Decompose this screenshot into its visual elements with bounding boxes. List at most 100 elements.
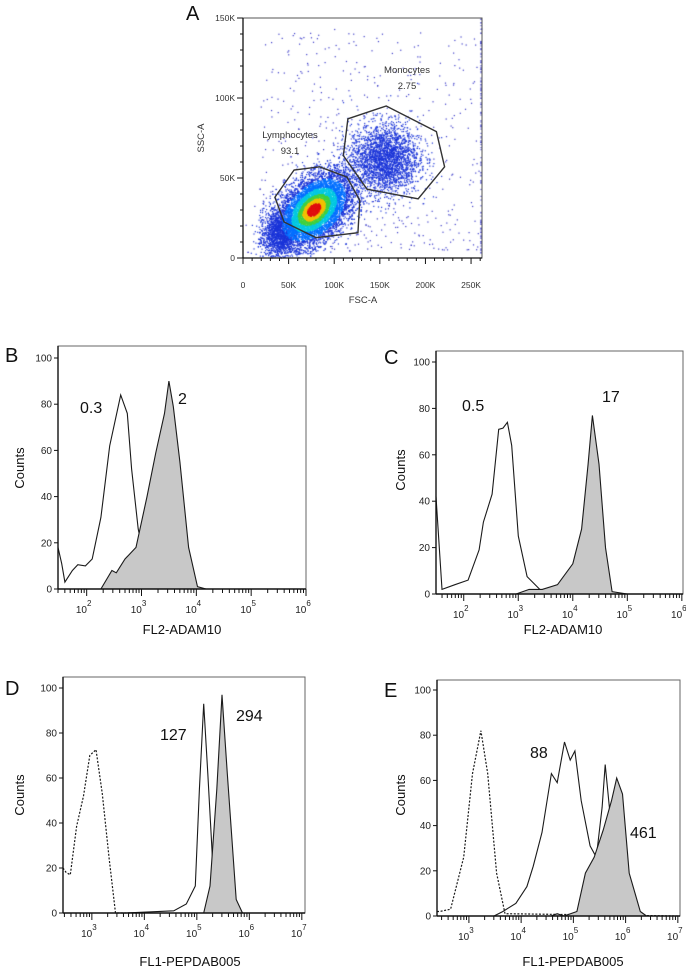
x-tick-label: 104 xyxy=(134,923,150,940)
plot-frame xyxy=(436,679,681,917)
y-axis-label-c: Counts xyxy=(393,449,408,491)
histogram-open-0.5 xyxy=(435,420,545,595)
y-tick-label: 100 xyxy=(414,686,431,697)
y-tick-label: 60 xyxy=(420,776,432,787)
y-tick-label: 80 xyxy=(41,400,53,411)
x-tick-label: 106 xyxy=(239,923,255,940)
y-tick-label: 100 xyxy=(413,358,430,369)
x-axis-label-b: FL2-ADAM10 xyxy=(143,622,222,637)
histogram-open-88 xyxy=(493,741,630,917)
x-tick-label: 102 xyxy=(453,604,469,621)
x-tick-label: 107 xyxy=(291,923,307,940)
y-tick-label: 40 xyxy=(420,821,432,832)
y-tick-label: 100K xyxy=(215,93,235,103)
y-tick-label: 0 xyxy=(46,585,52,596)
x-tick-label: 103 xyxy=(131,599,147,616)
x-tick-label: 200K xyxy=(416,280,436,290)
gate-percentage: 93.1 xyxy=(281,146,300,157)
plot-frame xyxy=(435,350,684,595)
peak-value-label: 461 xyxy=(630,825,657,842)
histogram-filled-17 xyxy=(515,415,628,595)
y-tick-label: 50K xyxy=(220,173,235,183)
x-tick-label: 103 xyxy=(507,604,523,621)
peak-value-label: 127 xyxy=(160,727,187,744)
x-tick-label: 104 xyxy=(186,599,202,616)
histogram-dotted-control xyxy=(62,748,140,914)
x-tick-label: 150K xyxy=(370,280,390,290)
y-tick-label: 80 xyxy=(419,404,431,415)
y-tick-label: 20 xyxy=(419,543,431,554)
y-tick-label: 20 xyxy=(46,864,58,875)
y-tick-label: 100 xyxy=(35,354,52,365)
panel-label-d: D xyxy=(5,678,19,700)
y-tick-label: 100 xyxy=(40,684,57,695)
y-tick-label: 0 xyxy=(51,909,57,920)
x-tick-label: 106 xyxy=(295,599,311,616)
y-axis-label-d: Counts xyxy=(12,774,27,816)
panel-label-a: A xyxy=(186,3,200,25)
y-tick-label: 60 xyxy=(419,450,431,461)
x-tick-label: 250K xyxy=(461,280,481,290)
gate-monocytes xyxy=(342,105,446,200)
histogram-open-0.3 xyxy=(57,393,159,590)
y-tick-label: 40 xyxy=(419,497,431,508)
y-tick-label: 150K xyxy=(215,13,235,23)
x-tick-label: 103 xyxy=(81,923,97,940)
x-axis-label-e: FL1-PEPDAB005 xyxy=(522,954,623,969)
x-tick-label: 105 xyxy=(563,926,579,943)
x-tick-label: 104 xyxy=(562,604,578,621)
x-axis-label-a: FSC-A xyxy=(349,295,378,306)
x-tick-label: 103 xyxy=(458,926,474,943)
x-tick-label: 107 xyxy=(667,926,683,943)
histogram-panel-e: 88 461 0 20 40 60 80 100 103 104 105 106 107 xyxy=(414,679,683,943)
y-axis-label-a: SSC-A xyxy=(196,123,207,153)
x-axis-label-c: FL2-ADAM10 xyxy=(524,622,603,637)
x-tick-label: 106 xyxy=(615,926,631,943)
x-tick-label: 50K xyxy=(281,280,296,290)
scatter-plot-a: 0 50K 100K 150K 200K 250K 0 50K 100K 150K Lymphocy… xyxy=(215,13,483,290)
x-tick-label: 105 xyxy=(186,923,202,940)
y-tick-label: 20 xyxy=(420,866,432,877)
peak-value-label: 17 xyxy=(602,389,620,406)
x-tick-label: 104 xyxy=(510,926,526,943)
histogram-panel-c: 0.5 17 0 20 40 60 80 100 102 103 104 105 106 xyxy=(413,350,686,621)
y-tick-label: 40 xyxy=(41,492,53,503)
peak-value-label: 294 xyxy=(236,708,263,725)
x-tick-label: 100K xyxy=(324,280,344,290)
panel-label-c: C xyxy=(384,347,398,369)
y-tick-label: 20 xyxy=(41,538,53,549)
peak-value-label: 0.3 xyxy=(80,400,102,417)
x-tick-label: 105 xyxy=(240,599,256,616)
y-axis-label-e: Counts xyxy=(393,774,408,816)
panel-label-e: E xyxy=(384,680,397,702)
histogram-dotted-control xyxy=(437,730,681,917)
gate-lymphocytes xyxy=(274,166,361,239)
histogram-filled-461 xyxy=(550,776,649,917)
y-tick-label: 80 xyxy=(420,731,432,742)
x-tick-label: 106 xyxy=(671,604,686,621)
gate-name: Lymphocytes xyxy=(262,130,318,141)
peak-value-label: 2 xyxy=(178,391,187,408)
x-tick-label: 0 xyxy=(241,280,246,290)
histogram-panel-d: 127 294 0 20 40 60 80 100 103 104 105 106 107 xyxy=(40,676,307,940)
panel-label-b: B xyxy=(5,345,18,367)
y-tick-label: 0 xyxy=(230,253,235,263)
gate-percentage: 2.75 xyxy=(398,81,417,92)
x-tick-label: 105 xyxy=(617,604,633,621)
x-axis-label-d: FL1-PEPDAB005 xyxy=(139,954,240,969)
y-tick-label: 0 xyxy=(424,590,430,601)
y-tick-label: 60 xyxy=(41,446,53,457)
y-tick-label: 40 xyxy=(46,819,58,830)
peak-value-label: 0.5 xyxy=(462,398,484,415)
y-tick-label: 80 xyxy=(46,729,58,740)
gate-name: Monocytes xyxy=(384,65,430,76)
plot-frame xyxy=(62,676,306,914)
x-tick-label: 102 xyxy=(76,599,92,616)
y-tick-label: 60 xyxy=(46,774,58,785)
y-axis-label-b: Counts xyxy=(12,447,27,489)
y-tick-label: 0 xyxy=(425,912,431,923)
